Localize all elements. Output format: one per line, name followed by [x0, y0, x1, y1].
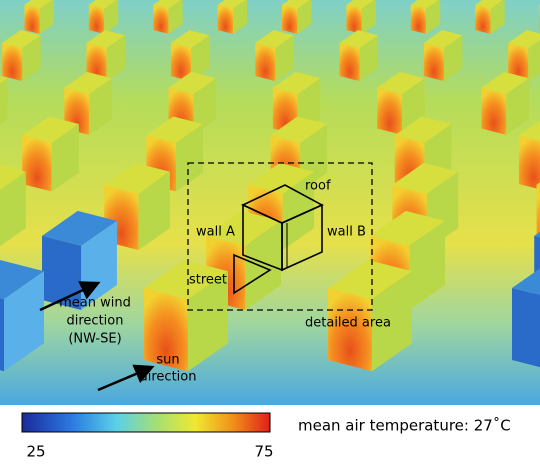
block-wall: [282, 5, 297, 34]
label-sun: direction: [140, 370, 197, 385]
label-roof: roof: [305, 179, 331, 194]
block-wall: [153, 5, 168, 34]
label-wind: (NW-SE): [68, 332, 121, 347]
label-wind: direction: [67, 314, 124, 329]
label-detailed-area: detailed area: [305, 316, 391, 331]
label-wind: mean wind: [59, 296, 131, 311]
colorbar-max: 75: [254, 443, 273, 461]
block-wall: [512, 288, 540, 371]
label-wall-a: wall A: [196, 225, 235, 240]
block-wall: [0, 288, 4, 371]
block-wall: [475, 5, 490, 34]
label-sun: sun: [156, 353, 179, 368]
block-wall: [346, 5, 361, 34]
block-wall: [411, 5, 426, 34]
block-wall: [377, 88, 402, 135]
colorbar: [22, 413, 270, 432]
caption: mean air temperature: 27˚C: [298, 417, 511, 435]
block-wall: [22, 135, 52, 191]
label-street: street: [189, 273, 227, 288]
block-wall: [424, 43, 444, 81]
block-wall: [24, 5, 39, 34]
block-wall: [255, 43, 275, 81]
block-wall: [481, 88, 506, 135]
block-wall: [2, 43, 22, 81]
block-wall: [218, 5, 233, 34]
block-wall: [519, 135, 540, 191]
block-wall: [340, 43, 360, 81]
figure: roof wall A wall B street detailed area …: [0, 0, 540, 466]
label-wall-b: wall B: [327, 225, 366, 240]
colorbar-min: 25: [26, 443, 45, 461]
block-wall: [89, 5, 104, 34]
